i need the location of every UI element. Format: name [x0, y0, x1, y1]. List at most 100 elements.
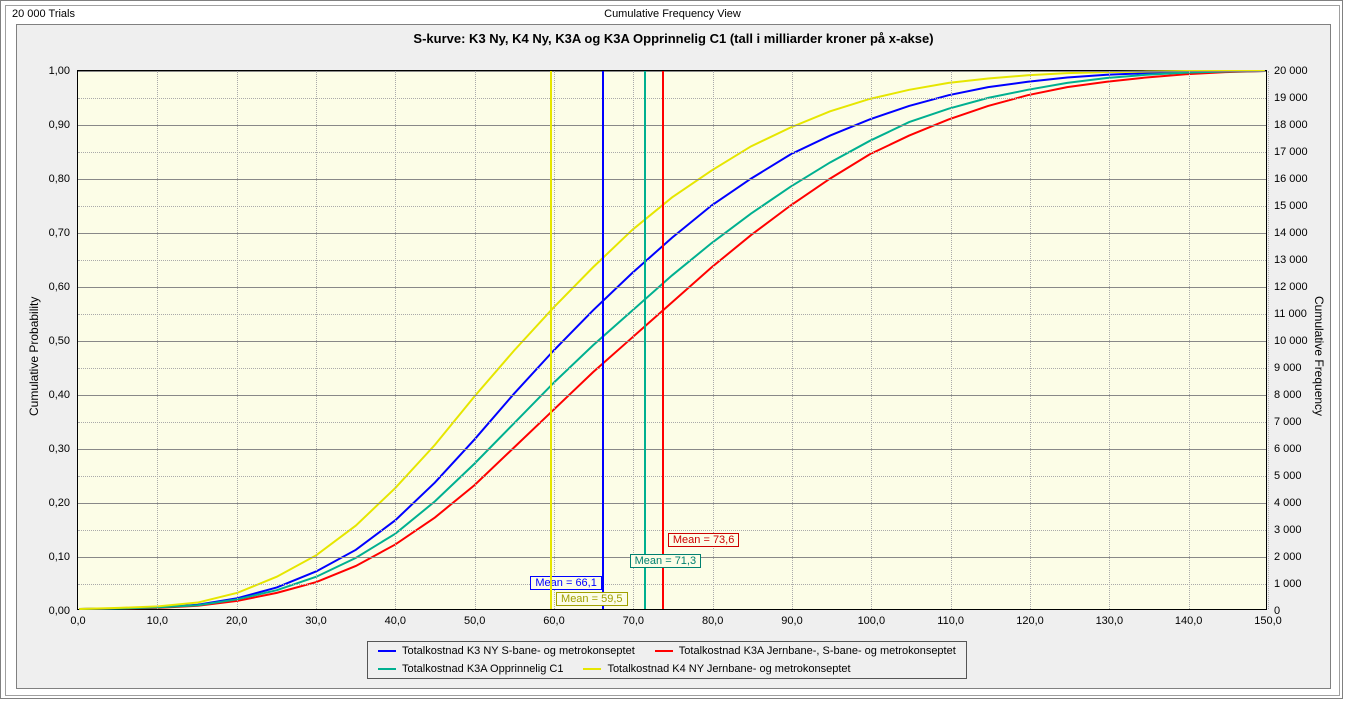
hgrid-minor — [78, 314, 1266, 315]
y-right-tick: 19 000 — [1266, 92, 1308, 104]
x-tick: 130,0 — [1096, 609, 1124, 627]
y-right-tick: 4 000 — [1266, 497, 1302, 509]
y-right-tick: 16 000 — [1266, 173, 1308, 185]
window-inner-frame: 20 000 Trials Cumulative Frequency View … — [5, 5, 1340, 696]
mean-label-k4ny: Mean = 59,5 — [556, 592, 627, 606]
y-left-tick: 1,00 — [49, 65, 78, 77]
y-right-tick: 20 000 — [1266, 65, 1308, 77]
y-right-tick: 7 000 — [1266, 416, 1302, 428]
x-tick: 10,0 — [147, 609, 168, 627]
chart-title: S-kurve: K3 Ny, K4 Ny, K3A og K3A Opprin… — [17, 31, 1330, 46]
hgrid-major — [78, 71, 1266, 72]
legend: Totalkostnad K3 NY S-bane- og metrokonse… — [367, 641, 967, 679]
mean-line-k3ny — [602, 71, 604, 609]
mean-line-k4ny — [550, 71, 552, 609]
vgrid-minor — [1030, 71, 1031, 609]
y-right-tick: 14 000 — [1266, 227, 1308, 239]
vgrid-minor — [713, 71, 714, 609]
hgrid-minor — [78, 260, 1266, 261]
hgrid-major — [78, 395, 1266, 396]
hgrid-minor — [78, 530, 1266, 531]
y-right-tick: 10 000 — [1266, 335, 1308, 347]
legend-item-k3ny: Totalkostnad K3 NY S-bane- og metrokonse… — [368, 642, 645, 660]
hgrid-minor — [78, 206, 1266, 207]
y-left-tick: 0,50 — [49, 335, 78, 347]
legend-item-k3a_c1: Totalkostnad K3A Opprinnelig C1 — [368, 660, 573, 678]
y-left-tick: 0,30 — [49, 443, 78, 455]
y-right-tick: 13 000 — [1266, 254, 1308, 266]
legend-row: Totalkostnad K3 NY S-bane- og metrokonse… — [368, 642, 966, 660]
x-tick: 30,0 — [305, 609, 326, 627]
y-left-tick: 0,40 — [49, 389, 78, 401]
vgrid-minor — [395, 71, 396, 609]
hgrid-major — [78, 125, 1266, 126]
view-label: Cumulative Frequency View — [6, 8, 1339, 20]
plot-area: 0,000,100,200,300,400,500,600,700,800,90… — [77, 70, 1267, 610]
vgrid-minor — [316, 71, 317, 609]
legend-item-k3a: Totalkostnad K3A Jernbane-, S-bane- og m… — [645, 642, 966, 660]
y-right-axis-label: Cumulative Frequency — [1312, 25, 1326, 688]
x-tick: 80,0 — [702, 609, 723, 627]
legend-row: Totalkostnad K3A Opprinnelig C1 Totalkost… — [368, 660, 966, 678]
legend-swatch — [378, 650, 396, 652]
hgrid-major — [78, 449, 1266, 450]
y-left-tick: 0,80 — [49, 173, 78, 185]
x-tick: 100,0 — [858, 609, 886, 627]
vgrid-minor — [237, 71, 238, 609]
hgrid-major — [78, 233, 1266, 234]
y-right-tick: 2 000 — [1266, 551, 1302, 563]
hgrid-major — [78, 503, 1266, 504]
hgrid-minor — [78, 368, 1266, 369]
x-tick: 150,0 — [1254, 609, 1282, 627]
y-right-tick: 9 000 — [1266, 362, 1302, 374]
x-tick: 70,0 — [623, 609, 644, 627]
x-tick: 120,0 — [1016, 609, 1044, 627]
x-tick: 90,0 — [781, 609, 802, 627]
legend-label: Totalkostnad K4 NY Jernbane- og metrokon… — [607, 663, 850, 675]
mean-label-k3a: Mean = 73,6 — [668, 533, 739, 547]
vgrid-minor — [792, 71, 793, 609]
x-tick: 110,0 — [937, 609, 964, 627]
legend-swatch — [583, 668, 601, 670]
y-right-tick: 15 000 — [1266, 200, 1308, 212]
vgrid-minor — [475, 71, 476, 609]
hgrid-minor — [78, 152, 1266, 153]
x-tick: 20,0 — [226, 609, 247, 627]
y-right-tick: 1 000 — [1266, 578, 1302, 590]
mean-line-k3a — [662, 71, 664, 609]
y-right-tick: 11 000 — [1266, 308, 1307, 320]
vgrid-minor — [157, 71, 158, 609]
y-left-axis-label: Cumulative Probability — [27, 25, 41, 688]
legend-label: Totalkostnad K3 NY S-bane- og metrokonse… — [402, 645, 635, 657]
x-tick: 0,0 — [70, 609, 85, 627]
y-right-tick: 17 000 — [1266, 146, 1308, 158]
x-tick: 40,0 — [385, 609, 406, 627]
y-left-tick: 0,20 — [49, 497, 78, 509]
hgrid-major — [78, 179, 1266, 180]
y-right-tick: 12 000 — [1266, 281, 1308, 293]
mean-line-k3a_c1 — [644, 71, 646, 609]
vgrid-minor — [1189, 71, 1190, 609]
x-tick: 50,0 — [464, 609, 485, 627]
vgrid-minor — [951, 71, 952, 609]
hgrid-minor — [78, 584, 1266, 585]
mean-label-k3ny: Mean = 66,1 — [530, 576, 601, 590]
chart-panel: S-kurve: K3 Ny, K4 Ny, K3A og K3A Opprin… — [16, 24, 1331, 689]
legend-item-k4ny: Totalkostnad K4 NY Jernbane- og metrokon… — [573, 660, 860, 678]
hgrid-major — [78, 341, 1266, 342]
hgrid-minor — [78, 98, 1266, 99]
y-left-tick: 0,60 — [49, 281, 78, 293]
y-left-tick: 0,70 — [49, 227, 78, 239]
y-right-tick: 8 000 — [1266, 389, 1302, 401]
vgrid-minor — [554, 71, 555, 609]
x-tick: 60,0 — [543, 609, 564, 627]
x-tick: 140,0 — [1175, 609, 1203, 627]
vgrid-minor — [871, 71, 872, 609]
legend-swatch — [655, 650, 673, 652]
vgrid-minor — [1109, 71, 1110, 609]
mean-label-k3a_c1: Mean = 71,3 — [630, 554, 701, 568]
vgrid-minor — [633, 71, 634, 609]
hgrid-minor — [78, 476, 1266, 477]
hgrid-major — [78, 287, 1266, 288]
hgrid-minor — [78, 422, 1266, 423]
